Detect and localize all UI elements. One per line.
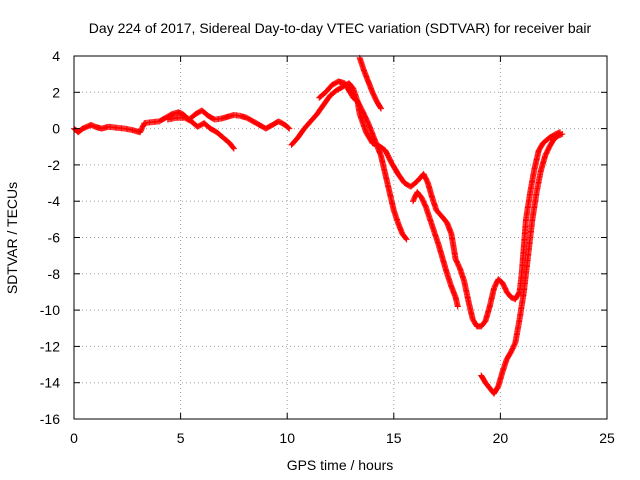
- y-tick-label: 2: [52, 84, 60, 100]
- data-point: [286, 125, 293, 132]
- y-tick-label: 4: [52, 48, 60, 64]
- x-tick-label: 15: [386, 430, 402, 446]
- data-series: [356, 54, 385, 112]
- data-point: [454, 303, 461, 310]
- data-point: [378, 105, 385, 112]
- data-series: [71, 107, 293, 136]
- chart-title: Day 224 of 2017, Sidereal Day-to-day VTE…: [89, 20, 592, 36]
- y-tick-label: -14: [40, 375, 60, 391]
- data-series: [164, 114, 237, 152]
- x-axis-label: GPS time / hours: [287, 457, 394, 473]
- x-tick-label: 5: [177, 430, 185, 446]
- x-tick-label: 0: [70, 430, 78, 446]
- data-point: [403, 236, 410, 243]
- data-point: [559, 131, 566, 138]
- data-point: [377, 104, 384, 111]
- data-series: [316, 78, 564, 330]
- y-tick-label: -12: [40, 338, 60, 354]
- y-tick-label: -16: [40, 411, 60, 427]
- data-points: [71, 54, 566, 397]
- x-tick-label: 10: [279, 430, 295, 446]
- x-tick-label: 25: [599, 430, 615, 446]
- y-tick-label: -8: [48, 266, 61, 282]
- data-series: [409, 189, 461, 310]
- y-tick-label: -10: [40, 302, 60, 318]
- data-point: [285, 124, 292, 131]
- data-point: [402, 235, 409, 242]
- y-tick-label: -4: [48, 193, 61, 209]
- data-point: [230, 144, 237, 151]
- grid: [74, 56, 607, 419]
- y-tick-label: 0: [52, 121, 60, 137]
- data-point: [230, 145, 237, 152]
- y-axis-label: SDTVAR / TECUs: [4, 182, 20, 294]
- x-tick-label: 20: [493, 430, 509, 446]
- y-tick-label: -2: [48, 157, 61, 173]
- y-tick-label: -6: [48, 230, 61, 246]
- data-series: [478, 131, 566, 397]
